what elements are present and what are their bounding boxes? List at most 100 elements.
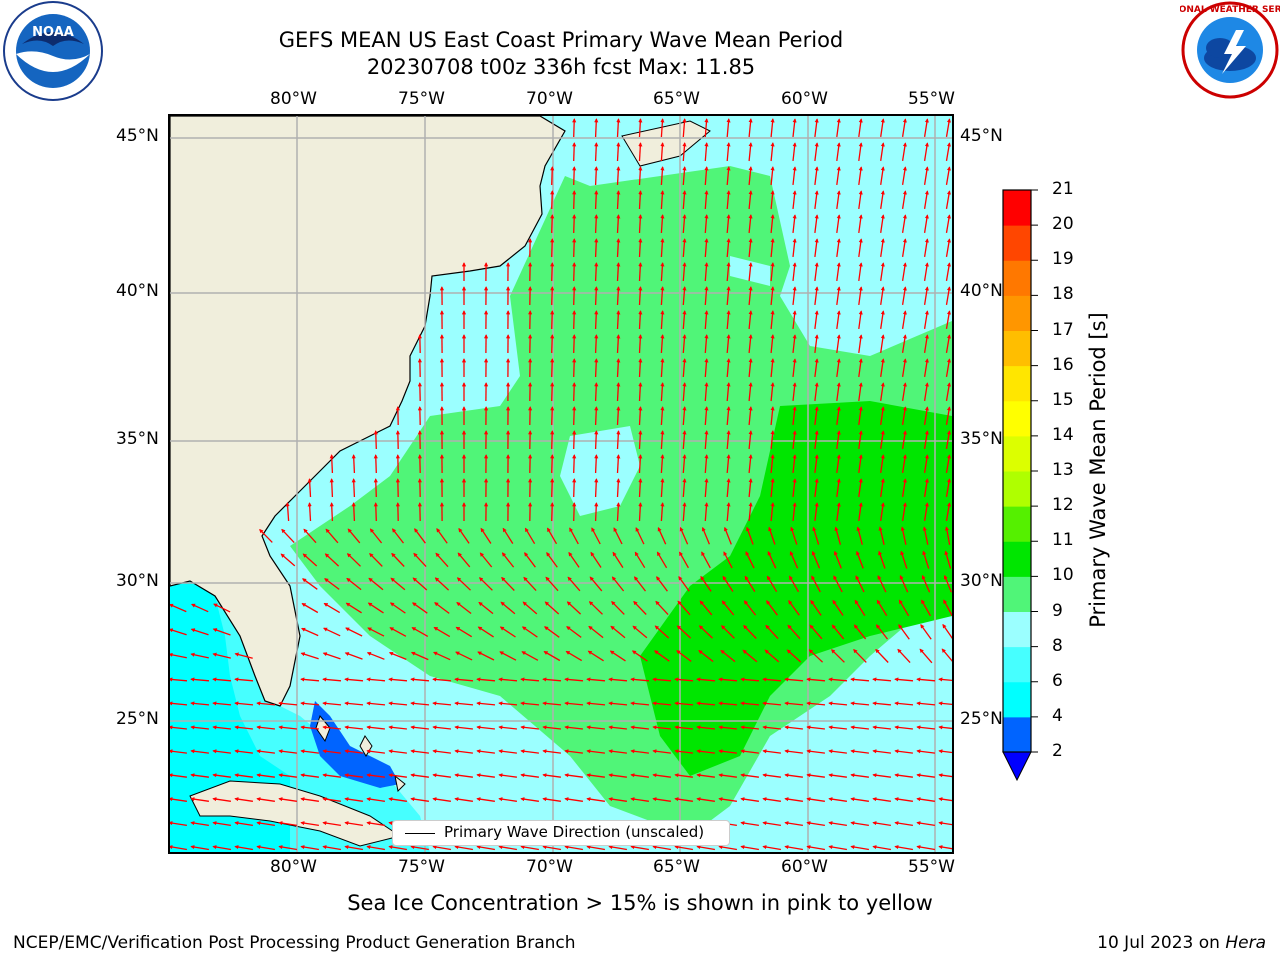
wave-arrow (878, 550, 886, 569)
wave-arrow (432, 677, 452, 682)
wave-arrow (748, 238, 753, 258)
noaa-logo-text: NOAA (32, 25, 74, 40)
lat-label-40n-left: 40°N (116, 281, 159, 301)
wave-arrow (170, 652, 187, 659)
wave-arrow (454, 725, 473, 730)
wave-arrow (678, 576, 690, 592)
wave-arrow (814, 118, 819, 137)
wave-arrow (748, 406, 753, 426)
wave-arrow (814, 214, 819, 233)
wave-arrow (880, 406, 885, 425)
wave-arrow (880, 430, 885, 449)
wave-arrow (550, 310, 555, 330)
wave-arrow (836, 358, 841, 377)
wave-arrow (542, 797, 561, 802)
wave-arrow (256, 797, 275, 802)
wave-arrow (880, 214, 885, 233)
wave-arrow (632, 625, 648, 639)
wave-arrow (594, 142, 599, 162)
wave-arrow (836, 262, 841, 281)
wave-arrow (542, 701, 562, 706)
lat-label-35n-right: 35°N (960, 429, 1003, 449)
wave-arrow (411, 627, 429, 637)
wave-arrow (938, 701, 952, 706)
wave-arrow (836, 286, 841, 305)
wave-arrow (880, 190, 885, 209)
wave-arrow (572, 118, 577, 138)
colorbar-swatch (1003, 225, 1031, 261)
wave-arrow (550, 502, 555, 522)
wave-arrow (923, 286, 929, 306)
wave-arrow (456, 577, 471, 591)
wave-arrow (748, 190, 753, 210)
wave-arrow (610, 625, 626, 639)
wave-arrow (784, 701, 804, 706)
wave-arrow (564, 845, 584, 851)
wave-arrow (454, 797, 473, 802)
wave-arrow (784, 725, 803, 730)
wave-arrow (234, 725, 253, 730)
wave-arrow (682, 190, 687, 210)
wave-arrow (856, 526, 863, 545)
wave-arrow (501, 552, 515, 568)
wave-arrow (660, 238, 665, 258)
wave-arrow (300, 701, 320, 706)
wave-arrow (329, 478, 334, 498)
wave-arrow (544, 601, 560, 615)
wave-arrow (520, 773, 539, 778)
wave-arrow (943, 599, 952, 617)
wave-arrow (854, 599, 866, 616)
colorbar-swatch (1003, 471, 1031, 507)
wave-arrow (853, 624, 867, 640)
wave-arrow (432, 725, 451, 730)
footer-date: 10 Jul 2023 on (1097, 933, 1226, 953)
wave-arrow (836, 502, 841, 521)
wave-arrow (792, 310, 797, 329)
wave-arrow (212, 677, 232, 682)
lat-label-25n-left: 25°N (116, 709, 159, 729)
wave-arrow (894, 797, 913, 802)
wave-arrow (389, 602, 406, 614)
wave-arrow (616, 238, 621, 258)
wave-arrow (432, 797, 451, 802)
wave-arrow (923, 454, 929, 474)
wave-arrow (723, 526, 732, 545)
wave-arrow (344, 701, 364, 706)
wave-arrow (814, 454, 819, 473)
wave-arrow (454, 701, 474, 706)
wave-arrow (740, 797, 759, 802)
wave-arrow (836, 238, 841, 257)
wave-arrow (433, 651, 451, 661)
wave-arrow (434, 577, 450, 591)
wave-arrow (630, 773, 649, 778)
wave-arrow (170, 603, 187, 613)
wave-arrow (792, 214, 797, 233)
wave-arrow (366, 821, 386, 827)
wave-arrow (748, 430, 753, 450)
colorbar-swatch (1003, 506, 1031, 542)
wave-arrow (300, 677, 320, 682)
colorbar-swatches (1003, 190, 1031, 753)
wave-arrow (850, 773, 869, 778)
wave-arrow (476, 725, 495, 730)
wave-arrow (190, 628, 209, 636)
wave-arrow (945, 406, 951, 426)
lon-label-70w-top: 70°W (526, 89, 573, 109)
wave-arrow (814, 358, 819, 377)
colorbar-swatch (1003, 400, 1031, 437)
wave-arrow (880, 118, 885, 137)
wave-arrow (814, 334, 819, 353)
wave-arrow (498, 725, 517, 730)
wave-arrow (923, 118, 929, 138)
wave-arrow (742, 649, 758, 663)
bahamas-blue (310, 701, 400, 788)
colorbar-extend-triangle (1002, 751, 1032, 782)
wave-arrow (594, 334, 599, 354)
wave-arrow (285, 502, 290, 522)
wave-arrow (300, 749, 319, 754)
wave-arrow (745, 551, 755, 569)
wave-arrow (366, 749, 385, 754)
lat-label-40n-right: 40°N (960, 281, 1003, 301)
wave-arrow (788, 600, 800, 616)
wave-arrow (836, 166, 841, 185)
